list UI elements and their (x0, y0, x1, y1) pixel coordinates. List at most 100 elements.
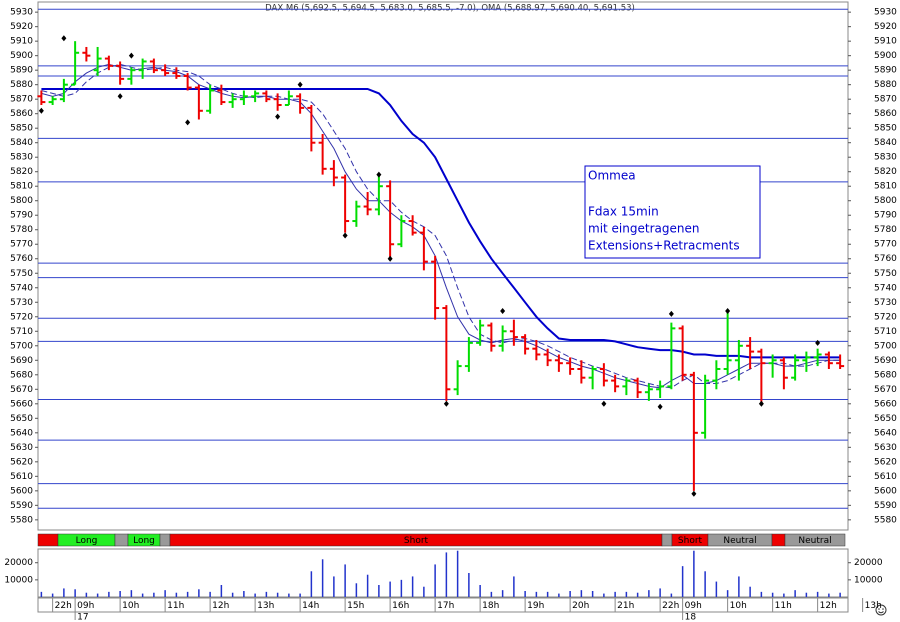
annotation-text: Ommea (588, 169, 636, 183)
volume-frame (37, 548, 849, 598)
volume-bar (771, 592, 774, 597)
x-tick-label: 22h (662, 601, 679, 611)
signal-segment (661, 533, 673, 547)
y-tick-label: 5860 (874, 109, 897, 119)
volume-bar (828, 593, 830, 597)
y-tick-label: 5600 (10, 486, 33, 496)
signal-label: Long (76, 536, 98, 546)
volume-bar (524, 591, 526, 597)
y-tick-label: 5880 (874, 80, 897, 90)
y-tick-label: 5840 (874, 138, 897, 148)
pivot-marker (297, 81, 303, 88)
pivot-marker (657, 403, 663, 410)
y-tick-label: 5900 (10, 51, 33, 61)
volume-bar (693, 550, 695, 597)
volume-bar (355, 583, 358, 597)
x-tick-label: 10h (122, 601, 139, 611)
volume-bar (558, 593, 560, 597)
y-tick-label: 5660 (10, 399, 33, 409)
y-tick-label: 5780 (874, 225, 897, 235)
pivot-marker (376, 171, 382, 178)
y-tick-label: 5810 (874, 182, 897, 192)
y-tick-label: 5850 (10, 124, 33, 134)
y-tick-label: 5610 (874, 472, 897, 482)
y-tick-label: 5790 (874, 211, 897, 221)
y-tick-label: 5860 (10, 109, 33, 119)
y-tick-label: 10000 (4, 575, 33, 585)
volume-bar (310, 571, 313, 597)
y-tick-label: 5870 (874, 95, 897, 105)
y-tick-label: 5910 (10, 37, 33, 47)
volume-bar (299, 593, 301, 597)
signal-label: Neutral (798, 536, 831, 546)
pivot-marker (601, 400, 607, 407)
y-tick-label: 5800 (10, 196, 33, 206)
volume-bar (186, 591, 189, 597)
y-tick-label: 5650 (10, 414, 33, 424)
y-tick-label: 5750 (10, 269, 33, 279)
volume-bar (276, 592, 279, 597)
y-tick-label: 5900 (874, 51, 897, 61)
pivot-marker (758, 400, 764, 407)
y-tick-label: 5680 (10, 370, 33, 380)
x-tick-label: 22h (55, 601, 72, 611)
x-tick-label: 17h (437, 601, 454, 611)
volume-bar (209, 591, 211, 597)
y-tick-label: 5770 (874, 240, 897, 250)
x-tick-label: 12h (820, 601, 837, 611)
volume-bar (411, 576, 414, 597)
volume-bar (726, 590, 729, 597)
signal-label: Short (678, 536, 703, 546)
moving-average-line (41, 88, 841, 359)
volume-bar (546, 591, 549, 597)
volume-bar (670, 593, 673, 597)
volume-bar (535, 591, 538, 597)
volume-bar (659, 588, 661, 597)
volume-bar (580, 590, 583, 597)
volume-bar (51, 593, 54, 597)
y-tick-label: 5670 (10, 385, 33, 395)
x-tick-label: 13h (865, 601, 882, 611)
y-tick-label: 5590 (874, 501, 897, 511)
signal-label: Long (133, 536, 155, 546)
y-tick-label: 5750 (874, 269, 897, 279)
volume-bar (265, 591, 268, 597)
y-tick-label: 5730 (874, 298, 897, 308)
pivot-marker (668, 310, 674, 317)
y-tick-label: 5740 (874, 283, 897, 293)
y-tick-label: 5710 (10, 327, 33, 337)
y-tick-label: 5850 (874, 124, 897, 134)
volume-bar (805, 592, 808, 597)
x-tick-label: 11h (775, 601, 792, 611)
volume-bar (74, 589, 76, 597)
y-tick-label: 5890 (874, 66, 897, 76)
volume-bar (400, 579, 403, 597)
y-tick-label: 5920 (874, 22, 897, 32)
y-tick-label: 5730 (10, 298, 33, 308)
volume-bar (130, 590, 133, 597)
pivot-marker (38, 107, 44, 114)
y-tick-label: 5600 (874, 486, 897, 496)
signal-segment (159, 533, 171, 547)
signal-label: Neutral (723, 536, 756, 546)
volume-bar (119, 591, 121, 597)
x-tick-label: 21h (617, 601, 634, 611)
volume-bar (243, 591, 245, 597)
volume-bar (63, 588, 65, 597)
y-tick-label: 5920 (10, 22, 33, 32)
y-tick-label: 5890 (10, 66, 33, 76)
volume-bar (153, 592, 155, 597)
volume-bar (749, 586, 751, 597)
volume-bar (479, 585, 481, 597)
volume-bar (389, 581, 391, 597)
y-tick-label: 5930 (10, 8, 33, 18)
y-tick-label: 20000 (4, 558, 33, 568)
smiley (875, 604, 887, 616)
y-tick-label: 5640 (10, 428, 33, 438)
y-tick-label: 5790 (10, 211, 33, 221)
volume-bar (715, 581, 718, 597)
y-tick-label: 5620 (874, 457, 897, 467)
y-tick-label: 5720 (10, 312, 33, 322)
volume-bar (288, 593, 290, 597)
